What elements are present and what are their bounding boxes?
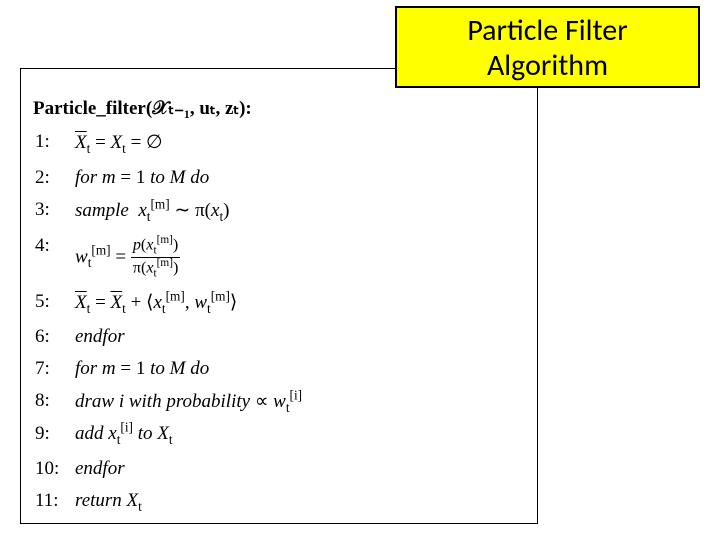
line-content: add xt[i] to Xt xyxy=(73,418,304,453)
line-content: endfor xyxy=(73,453,304,485)
algo-line: 2:for m = 1 to M do xyxy=(33,162,304,194)
line-content: Xt = Xt = ∅ xyxy=(73,126,304,162)
title-line-1: Particle Filter xyxy=(401,14,694,49)
line-content: endfor xyxy=(73,321,304,353)
algo-line: 10:endfor xyxy=(33,453,304,485)
algorithm-args: (𝒳ₜ₋₁, uₜ, zₜ): xyxy=(146,98,252,119)
line-content: Xt = Xt + ⟨xt[m], wt[m]⟩ xyxy=(73,286,304,322)
line-number: 7: xyxy=(33,353,73,385)
algo-line: 4:wt[m] = p(xt[m])π(xt[m]) xyxy=(33,230,304,286)
algorithm-name: Particle_filter xyxy=(33,98,146,119)
algorithm-lines: 1:Xt = Xt = ∅2:for m = 1 to M do3:sample… xyxy=(33,126,304,520)
algo-line: 5:Xt = Xt + ⟨xt[m], wt[m]⟩ xyxy=(33,286,304,322)
title-box: Particle Filter Algorithm xyxy=(395,6,700,88)
algo-line: 1:Xt = Xt = ∅ xyxy=(33,126,304,162)
algo-line: 8:draw i with probability ∝ wt[i] xyxy=(33,385,304,418)
line-number: 9: xyxy=(33,418,73,453)
algo-line: 9:add xt[i] to Xt xyxy=(33,418,304,453)
line-content: for m = 1 to M do xyxy=(73,162,304,194)
algo-line: 7:for m = 1 to M do xyxy=(33,353,304,385)
line-number: 6: xyxy=(33,321,73,353)
line-content: wt[m] = p(xt[m])π(xt[m]) xyxy=(73,230,304,286)
line-number: 4: xyxy=(33,230,73,286)
title-line-2: Algorithm xyxy=(401,49,694,84)
line-content: draw i with probability ∝ wt[i] xyxy=(73,385,304,418)
algo-line: 6:endfor xyxy=(33,321,304,353)
algorithm-frame: Particle_filter(𝒳ₜ₋₁, uₜ, zₜ): 1:Xt = Xt… xyxy=(20,68,538,524)
line-number: 5: xyxy=(33,286,73,322)
algorithm-header: Particle_filter(𝒳ₜ₋₁, uₜ, zₜ): xyxy=(33,97,525,120)
line-content: return Xt xyxy=(73,485,304,520)
algo-line: 3:sample xt[m] ∼ π(xt) xyxy=(33,194,304,230)
line-number: 3: xyxy=(33,194,73,230)
line-number: 1: xyxy=(33,126,73,162)
line-content: sample xt[m] ∼ π(xt) xyxy=(73,194,304,230)
line-number: 10: xyxy=(33,453,73,485)
algo-line: 11:return Xt xyxy=(33,485,304,520)
line-content: for m = 1 to M do xyxy=(73,353,304,385)
line-number: 8: xyxy=(33,385,73,418)
line-number: 2: xyxy=(33,162,73,194)
line-number: 11: xyxy=(33,485,73,520)
